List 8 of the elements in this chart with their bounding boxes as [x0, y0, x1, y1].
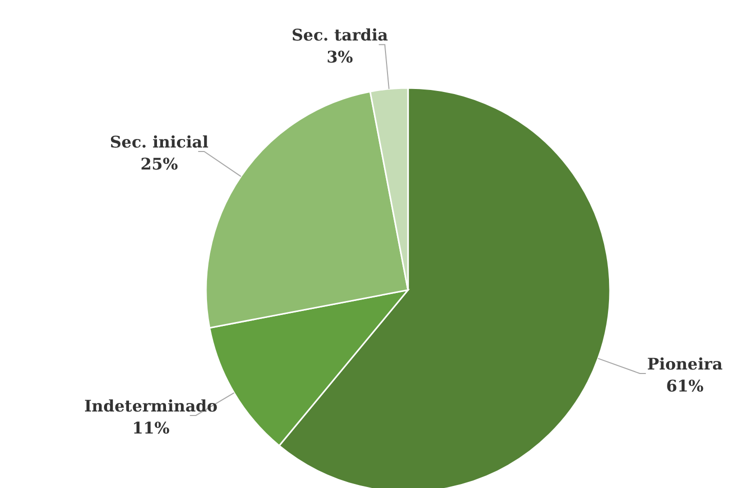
- slice-label: Pioneira: [647, 354, 723, 374]
- data-label: 11%: [132, 418, 170, 438]
- data-label: 61%: [666, 376, 704, 396]
- data-label: 25%: [140, 154, 178, 174]
- data-label: 3%: [326, 48, 353, 67]
- slice-label: Sec. inicial: [110, 132, 209, 152]
- slice-label: Indeterminado: [84, 396, 218, 416]
- slice-label: Sec. tardia: [292, 26, 388, 45]
